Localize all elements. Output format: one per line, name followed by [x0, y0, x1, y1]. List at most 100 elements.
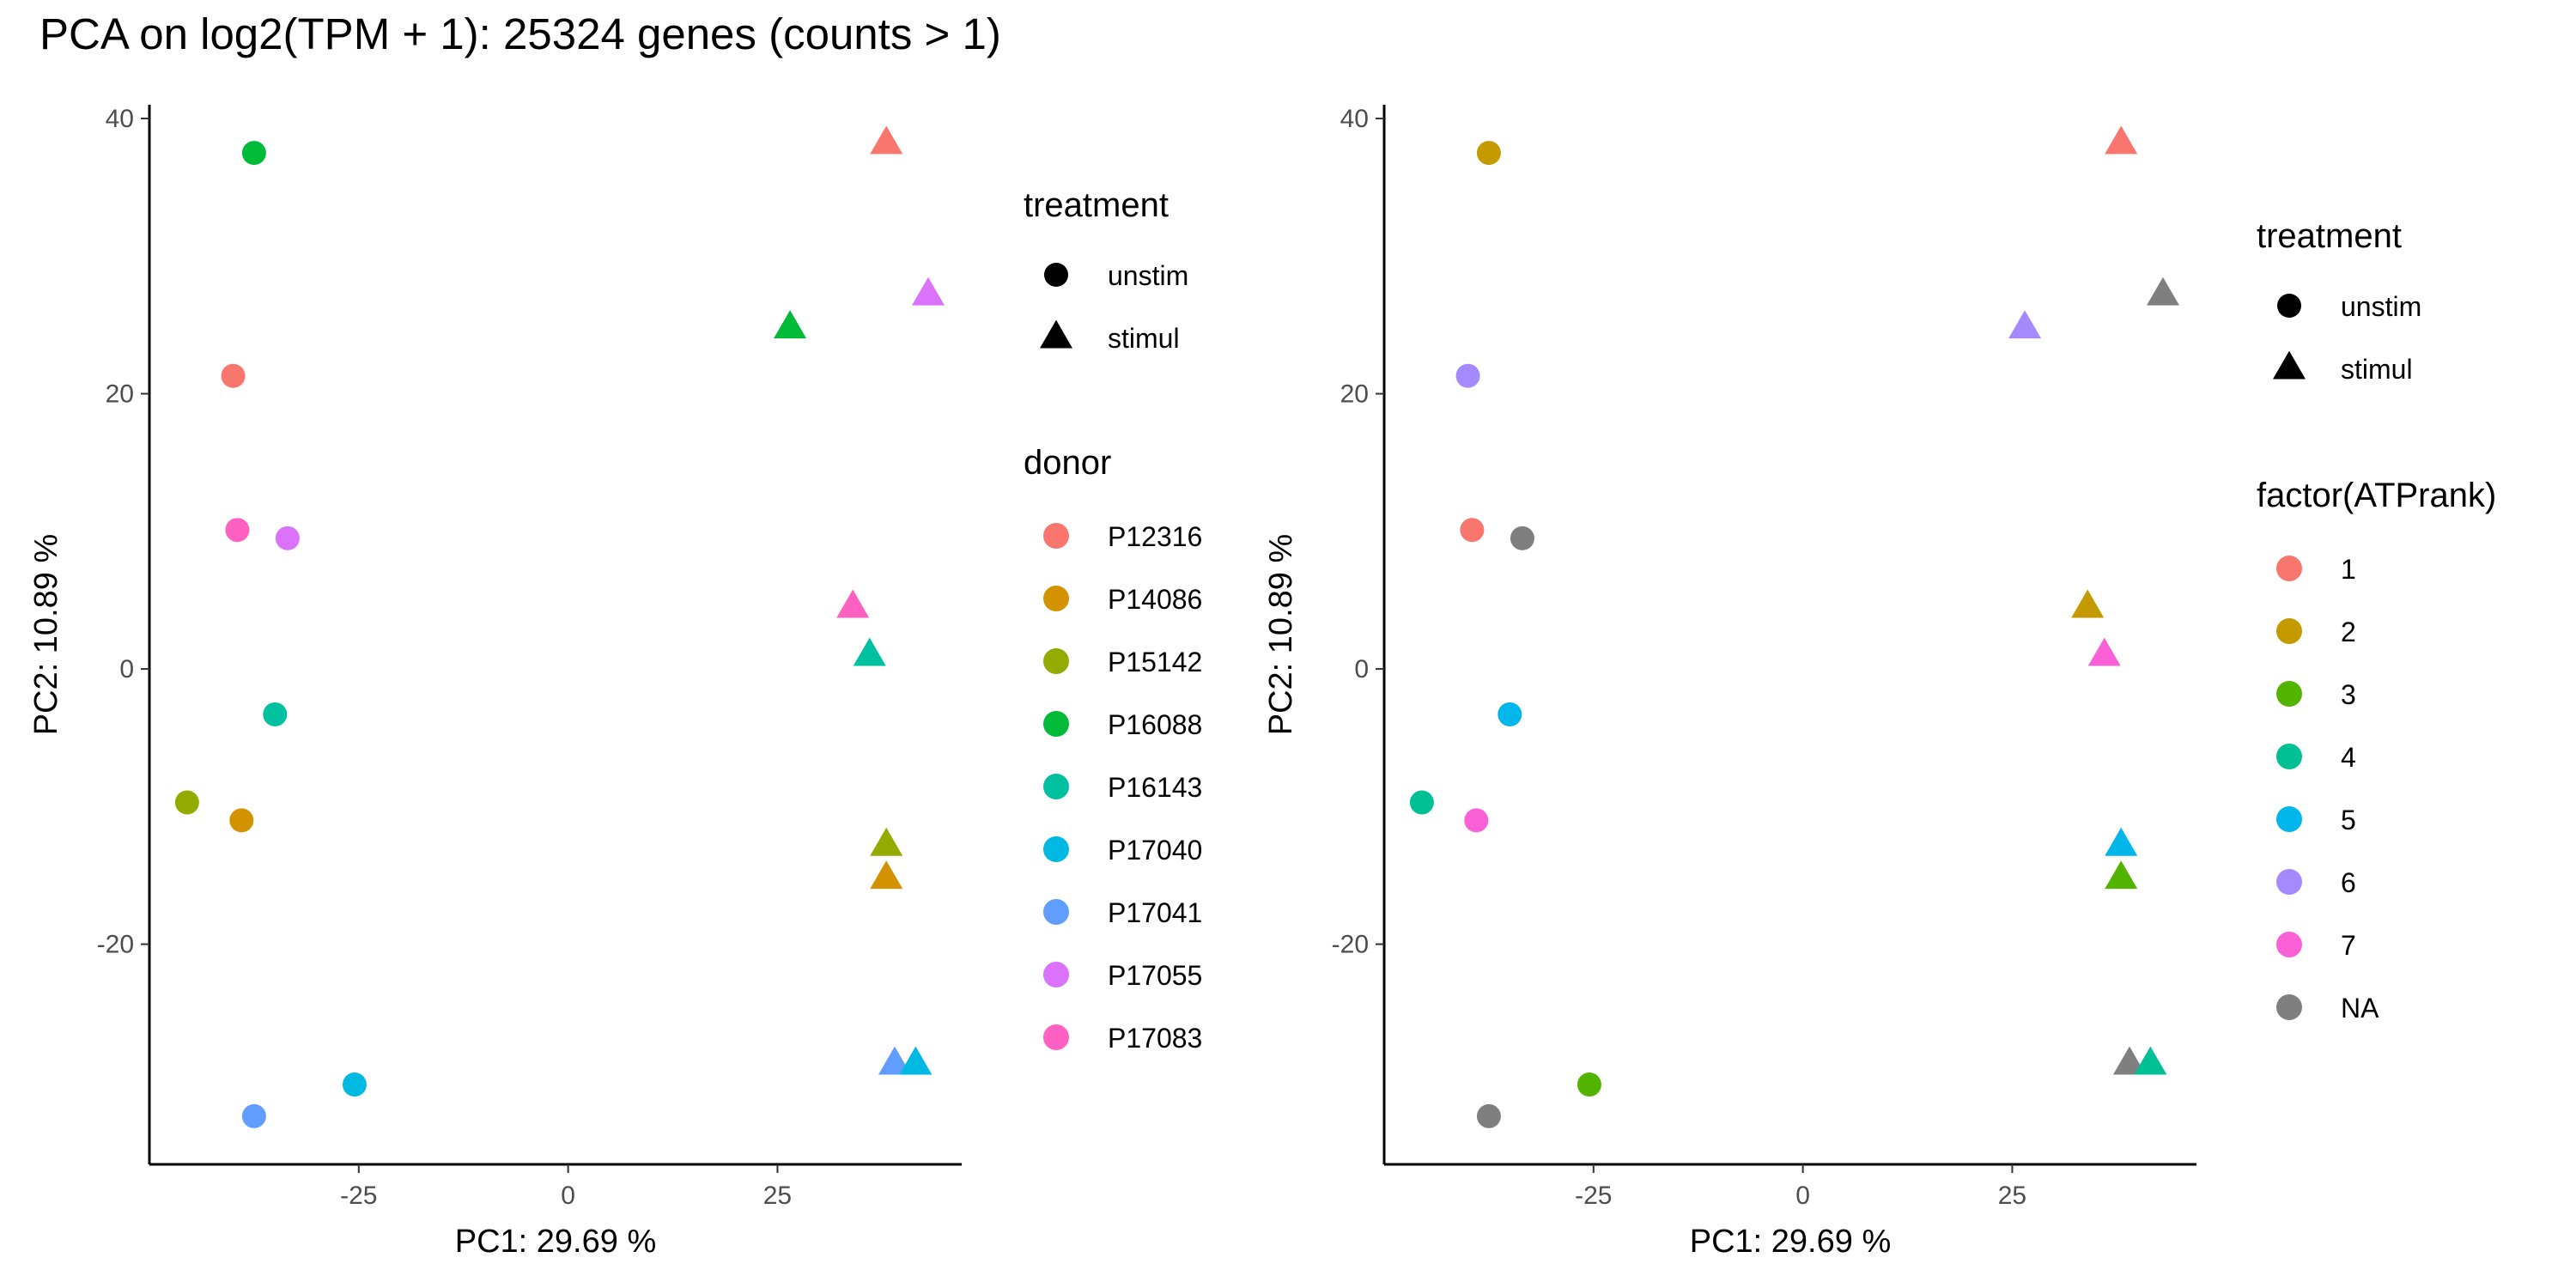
legend-item-label: 4 [2341, 742, 2356, 773]
x-tick-label: 25 [763, 1182, 792, 1210]
legend-item-label: P12316 [1108, 521, 1202, 552]
data-point-circle [1409, 790, 1434, 815]
y-tick-label: 40 [1340, 105, 1369, 133]
x-axis-label: PC1: 29.69 % [1690, 1224, 1891, 1260]
data-point-triangle [870, 860, 903, 890]
legend-color-swatch [2276, 556, 2302, 581]
legend-item-label: 2 [2341, 617, 2356, 647]
data-point-triangle [878, 1046, 911, 1075]
legend-circle-icon [2277, 294, 2301, 318]
data-point-circle [225, 518, 250, 543]
y-tick-label: 40 [106, 105, 134, 133]
data-point-circle [174, 790, 199, 815]
data-point-circle [1498, 702, 1522, 726]
legend-item-label: P17055 [1108, 960, 1202, 991]
legend-item-label: P15142 [1108, 647, 1202, 677]
y-tick-label: 0 [1354, 655, 1369, 683]
legend-triangle-icon [1040, 319, 1072, 349]
legend-color-swatch [1043, 1024, 1069, 1050]
data-point-triangle [2112, 1046, 2146, 1075]
legend-color-swatch [1043, 648, 1069, 674]
data-point-triangle [2105, 125, 2138, 155]
legend-item-label: unstim [2341, 291, 2421, 322]
data-point-circle [241, 141, 266, 166]
data-point-circle [1460, 518, 1485, 543]
data-point-triangle [836, 589, 870, 618]
shape-legend-title: treatment [2257, 217, 2402, 255]
legend-color-swatch [1043, 962, 1069, 987]
data-point-triangle [870, 125, 903, 155]
legend-color-swatch [2276, 681, 2302, 707]
legend-item-label: NA [2341, 993, 2379, 1024]
data-point-triangle [2105, 827, 2138, 856]
y-axis-label: PC2: 10.89 % [28, 534, 64, 735]
data-point-circle [241, 1103, 266, 1128]
data-point-triangle [2146, 276, 2179, 306]
legend-color-swatch [1043, 711, 1069, 737]
legend-item-label: P17041 [1108, 897, 1202, 928]
data-point-circle [1476, 1103, 1501, 1128]
data-point-triangle [774, 310, 807, 339]
data-point-circle [342, 1072, 367, 1097]
data-point-triangle [899, 1046, 933, 1075]
legend-item-label: stimul [2341, 354, 2413, 385]
color-legend-title: factor(ATPrank) [2257, 477, 2496, 514]
legend-color-swatch [1043, 523, 1069, 549]
legend-item-label: P17040 [1108, 835, 1202, 866]
legend-color-swatch [2276, 869, 2302, 895]
data-point-triangle [2008, 310, 2042, 339]
y-tick-label: -20 [97, 931, 134, 959]
legend-item-label: P16143 [1108, 772, 1202, 803]
legend-item-label: unstim [1108, 260, 1188, 291]
legend-color-swatch [2276, 618, 2302, 644]
data-point-circle [275, 526, 300, 550]
x-axis-label: PC1: 29.69 % [455, 1224, 656, 1260]
legend-item-label: 3 [2341, 679, 2356, 710]
legend-color-swatch [2276, 744, 2302, 769]
data-point-triangle [853, 637, 886, 666]
data-point-circle [229, 808, 254, 833]
legend-item-label: 7 [2341, 930, 2356, 961]
y-tick-label: 0 [119, 655, 134, 683]
x-tick-label: 0 [561, 1182, 575, 1210]
legend-color-swatch [2276, 932, 2302, 957]
data-point-triangle [911, 276, 945, 306]
data-point-triangle [2087, 637, 2121, 666]
data-point-circle [1510, 526, 1534, 550]
legend-item-label: stimul [1108, 323, 1180, 354]
x-tick-label: 0 [1795, 1182, 1810, 1210]
data-point-circle [263, 702, 288, 726]
data-point-circle [1464, 808, 1489, 833]
data-point-circle [1455, 363, 1480, 388]
legend-color-swatch [1043, 899, 1069, 925]
data-point-circle [1476, 141, 1501, 166]
legend-color-swatch [1043, 836, 1069, 862]
y-tick-label: 20 [106, 380, 134, 409]
data-point-triangle [2105, 860, 2138, 890]
legend-color-swatch [1043, 774, 1069, 799]
y-tick-label: -20 [1332, 931, 1369, 959]
data-point-triangle [870, 827, 903, 856]
legend-item-label: P14086 [1108, 584, 1202, 615]
legend-color-swatch [1043, 586, 1069, 611]
legend-item-label: P16088 [1108, 709, 1202, 740]
legend-item-label: 1 [2341, 554, 2356, 585]
x-tick-label: -25 [1575, 1182, 1612, 1210]
legend-triangle-icon [2273, 350, 2306, 380]
x-tick-label: 25 [1998, 1182, 2026, 1210]
color-legend-title: donor [1024, 444, 1111, 482]
x-tick-label: -25 [340, 1182, 377, 1210]
data-point-circle [1577, 1072, 1601, 1097]
data-point-triangle [2134, 1046, 2167, 1075]
legend-item-label: P17083 [1108, 1023, 1202, 1054]
y-tick-label: 20 [1340, 380, 1369, 409]
legend-color-swatch [2276, 806, 2302, 832]
legend-item-label: 5 [2341, 805, 2356, 835]
shape-legend-title: treatment [1024, 186, 1169, 224]
legend-color-swatch [2276, 994, 2302, 1020]
page-title: PCA on log2(TPM + 1): 25324 genes (count… [39, 9, 1001, 58]
legend-circle-icon [1044, 263, 1068, 287]
data-point-triangle [2071, 589, 2105, 618]
